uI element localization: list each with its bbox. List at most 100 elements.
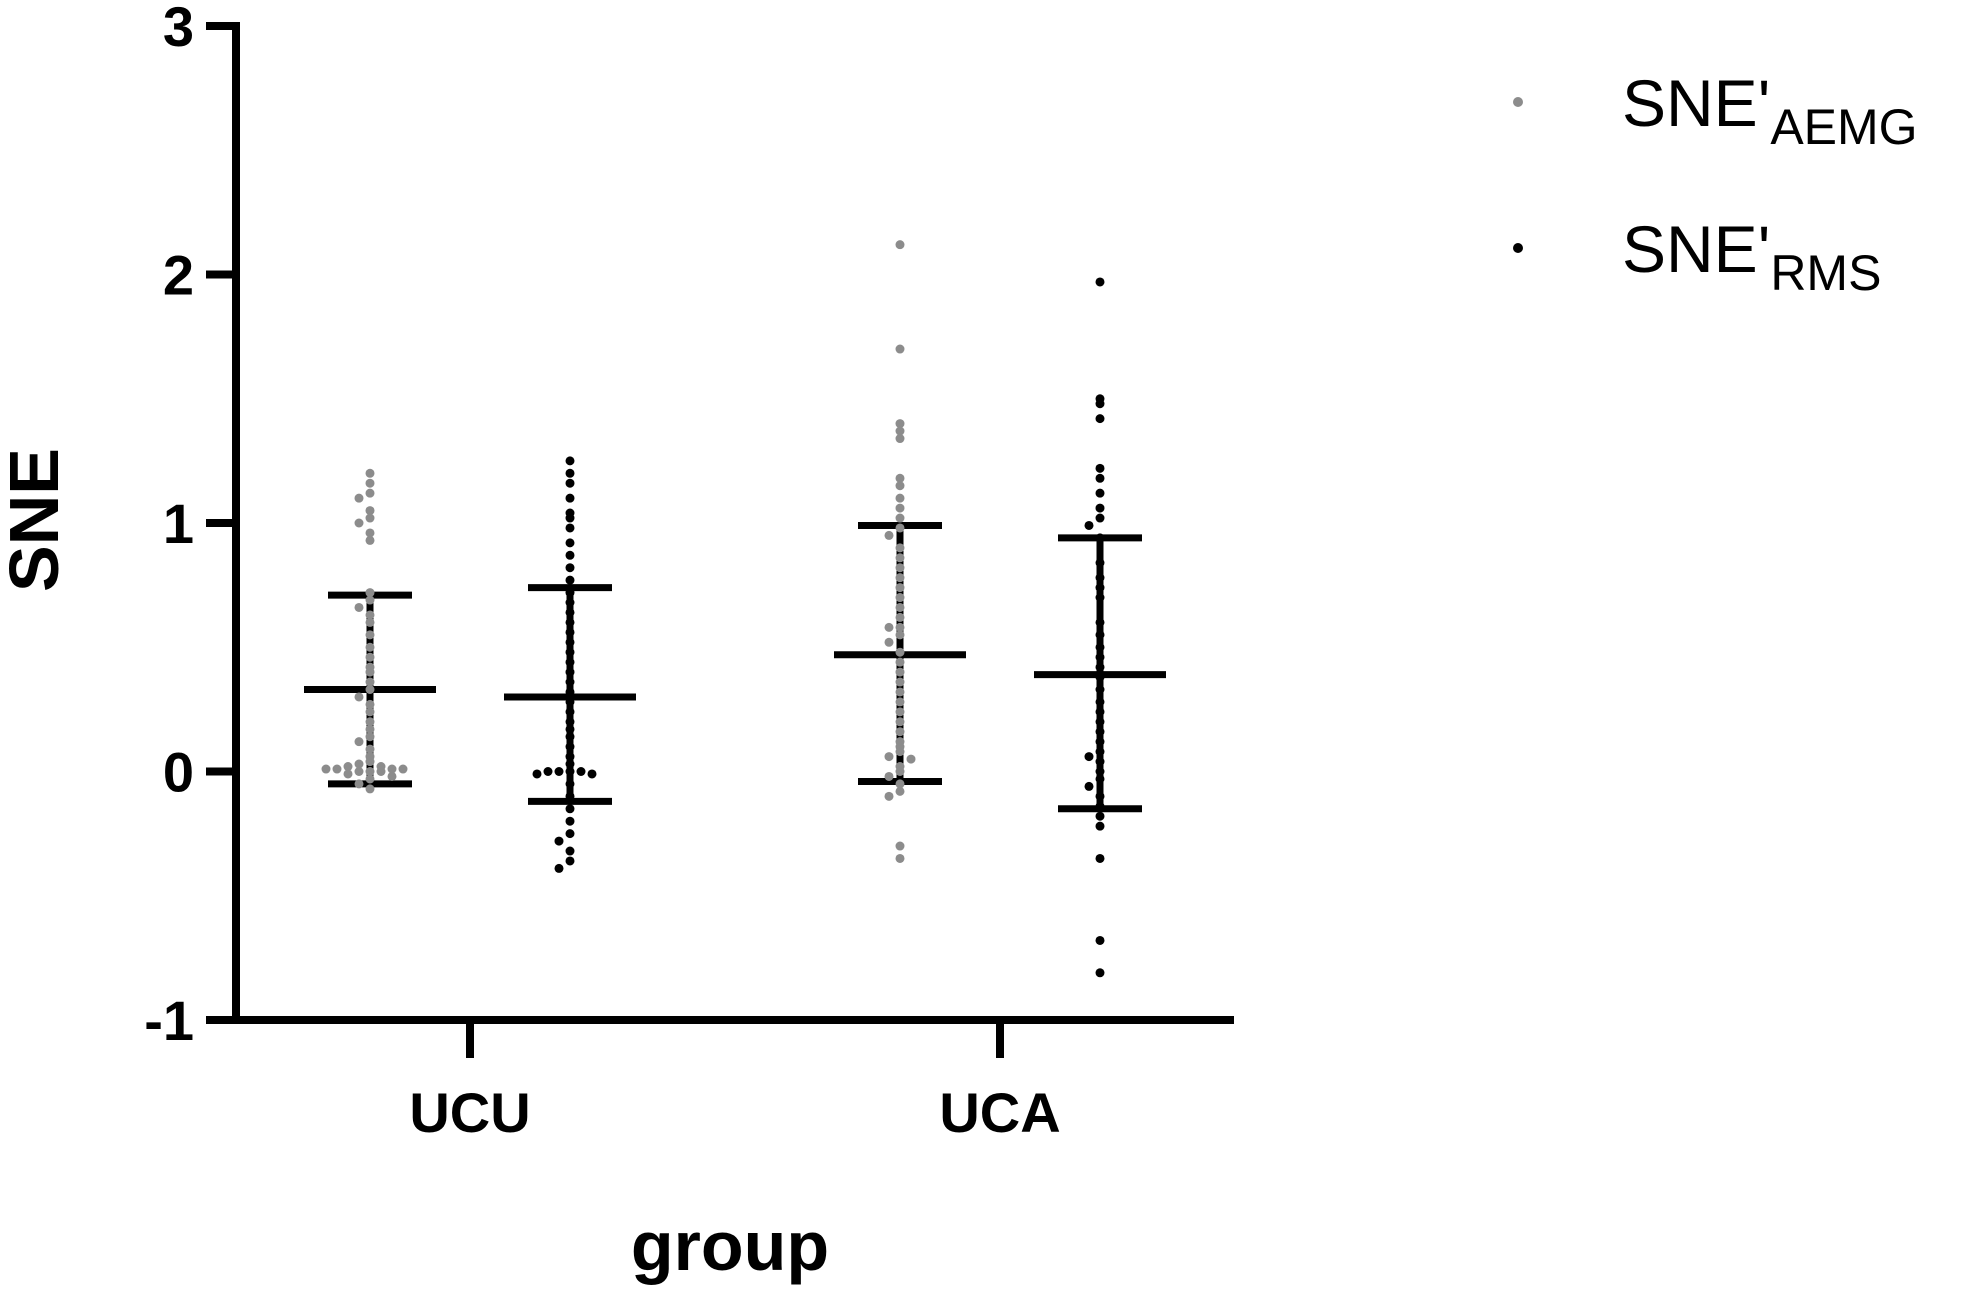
data-point	[565, 523, 575, 533]
data-point	[1095, 503, 1105, 513]
data-point	[1095, 558, 1105, 568]
data-point	[565, 687, 575, 697]
data-point	[1095, 737, 1105, 747]
data-point	[365, 767, 375, 776]
data-point	[565, 816, 575, 826]
data-point	[387, 764, 397, 774]
data-point	[1095, 672, 1105, 682]
data-point	[1095, 853, 1105, 863]
data-point	[895, 493, 905, 503]
data-points	[321, 240, 1105, 978]
data-point	[354, 493, 364, 503]
data-point	[354, 759, 364, 769]
data-point	[565, 732, 575, 742]
data-point	[1095, 513, 1105, 523]
data-point	[1095, 463, 1105, 473]
legend: SNE'AEMG SNE'RMS	[1513, 66, 1918, 301]
error-bars	[304, 521, 1166, 813]
data-point	[895, 667, 905, 677]
data-point	[895, 503, 905, 513]
x-tick-label: UCU	[409, 1081, 530, 1144]
data-point	[1095, 662, 1105, 672]
data-point	[565, 637, 575, 647]
data-point	[565, 647, 575, 657]
data-point	[365, 784, 375, 794]
data-point	[376, 767, 386, 776]
y-tick-label: 2	[163, 244, 194, 307]
data-point	[565, 588, 575, 598]
data-point	[1095, 935, 1105, 945]
data-point	[1095, 821, 1105, 831]
data-point	[565, 513, 575, 523]
data-point	[365, 732, 375, 742]
data-point	[895, 707, 905, 717]
y-tick-label: 0	[163, 741, 194, 804]
data-point	[1095, 747, 1105, 757]
data-point	[1095, 573, 1105, 583]
data-point	[565, 657, 575, 667]
y-tick-label: 1	[163, 492, 194, 555]
data-point	[354, 692, 364, 702]
data-point	[895, 630, 905, 640]
data-point	[895, 677, 905, 687]
data-point	[565, 742, 575, 752]
data-point	[365, 724, 375, 734]
data-point	[565, 493, 575, 503]
data-point	[565, 717, 575, 727]
data-point	[895, 687, 905, 697]
data-point	[565, 456, 575, 466]
data-point	[565, 767, 575, 776]
data-point	[565, 804, 575, 814]
data-point	[365, 513, 375, 523]
legend-marker	[1513, 97, 1523, 107]
y-tick-label: 3	[163, 0, 194, 58]
data-point	[365, 610, 375, 620]
data-point	[365, 528, 375, 538]
data-point	[565, 563, 575, 573]
data-point	[895, 602, 905, 612]
data-point	[365, 617, 375, 627]
data-point	[354, 602, 364, 612]
x-tick-label: UCA	[939, 1081, 1060, 1144]
data-point	[565, 607, 575, 617]
axes: -1 0 1 2 3 UCU UCA	[144, 0, 1234, 1144]
data-point	[1095, 767, 1105, 776]
data-point	[895, 543, 905, 553]
data-point	[387, 771, 397, 781]
data-point	[895, 747, 905, 757]
data-point	[895, 622, 905, 632]
data-point	[895, 647, 905, 657]
data-point	[365, 595, 375, 605]
data-point	[895, 779, 905, 789]
data-point	[543, 767, 553, 776]
data-point	[1095, 593, 1105, 603]
data-point	[1095, 757, 1105, 767]
data-point	[895, 523, 905, 533]
data-point	[365, 588, 375, 598]
data-point	[354, 737, 364, 747]
data-point	[565, 791, 575, 801]
data-point	[565, 856, 575, 866]
data-point	[895, 419, 905, 429]
data-point	[565, 779, 575, 789]
data-point	[565, 538, 575, 548]
data-point	[895, 344, 905, 354]
data-point	[1095, 617, 1105, 627]
data-point	[565, 707, 575, 717]
data-point	[565, 846, 575, 856]
data-point	[1095, 399, 1105, 409]
data-point	[895, 593, 905, 603]
data-point	[576, 767, 586, 776]
data-point	[332, 764, 342, 774]
data-point	[365, 652, 375, 662]
data-point	[895, 767, 905, 776]
x-axis-title: group	[631, 1207, 829, 1285]
data-point	[1095, 488, 1105, 498]
data-point	[895, 612, 905, 622]
data-point	[1095, 727, 1105, 737]
data-point	[365, 717, 375, 727]
data-point	[1095, 533, 1105, 543]
data-point	[365, 757, 375, 767]
data-point	[884, 791, 894, 801]
data-point	[895, 727, 905, 737]
